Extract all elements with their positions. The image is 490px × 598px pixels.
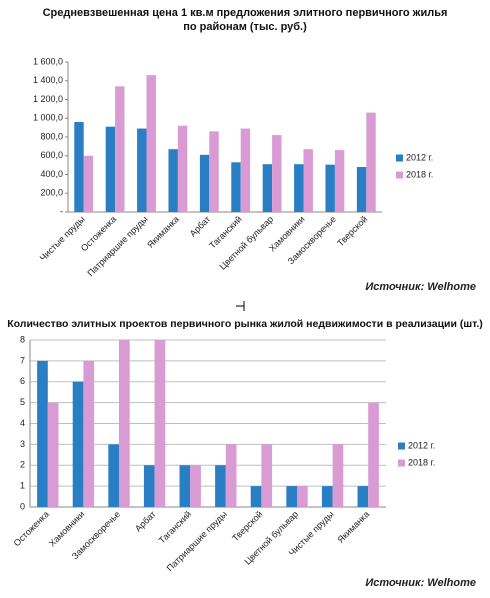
legend-label: 2012 г. [408,440,435,450]
bar [303,149,313,212]
y-tick-label: 1 000,0 [33,113,63,123]
bar [105,126,116,212]
x-tick-label: Чистые пруды [38,214,87,263]
source-note: Источник: Welhome [365,577,476,589]
bar [137,128,147,212]
y-tick-label: 4 [20,418,25,428]
chart-title: Средневзвешенная цена 1 кв.м предложения… [42,7,448,33]
legend-swatch [398,442,405,450]
y-tick-label: 600,0 [40,150,63,160]
bar [215,465,226,507]
x-tick-label: Якиманка [145,214,181,250]
y-tick-label: 8 [20,334,25,344]
legend-label: 2018 г. [408,457,435,467]
legend-label: 2018 г. [406,169,433,179]
bar [297,486,308,507]
bar [199,154,210,212]
bar [366,112,376,212]
source-note: Источник: Welhome [365,281,476,293]
bar [83,155,94,212]
y-tick-label: 1 [20,481,25,491]
bar [262,164,273,212]
bar [177,125,188,212]
bar [72,381,84,507]
y-tick-label: 1 200,0 [33,94,63,104]
bar [168,149,178,212]
bar [286,486,297,507]
y-tick-label: 1 600,0 [33,56,63,66]
bar [146,75,156,212]
chart-title: Количество элитных проектов первичного р… [7,318,483,330]
x-tick-label: Остоженка [12,509,51,548]
x-tick-label: Якиманка [335,509,371,545]
bar [272,135,282,212]
bar [321,486,333,507]
bar [47,402,59,507]
bar [143,465,155,507]
y-tick-label: 3 [20,439,25,449]
bar [231,162,241,212]
y-tick-label: 6 [20,376,25,386]
bar [154,340,166,507]
bar [225,444,237,507]
y-tick-label: 2 [20,460,25,470]
y-tick-label: 400,0 [40,169,63,179]
x-tick-label: Патриаршие пруды [165,509,229,573]
x-tick-label: Цветной бульвар [218,214,276,272]
bar [209,131,219,212]
x-tick-label: Тверской [335,214,369,248]
x-tick-label: Арбат [188,214,213,239]
bar [332,444,344,507]
legend-label: 2012 г. [406,152,433,162]
bar [250,486,262,507]
bar [334,150,345,212]
y-tick-label: 5 [20,397,25,407]
legend-swatch [398,459,405,467]
bar [83,360,95,507]
bar [119,340,130,507]
y-tick-label: 1 400,0 [33,75,63,85]
bar [294,164,304,212]
bar [368,402,379,507]
y-tick-label: 800,0 [40,131,63,141]
x-tick-label: Патриаршие пруды [85,214,149,278]
y-tick-label: 200,0 [40,188,63,198]
y-tick-label: - [60,206,63,216]
bar [357,486,369,507]
y-tick-label: 0 [20,501,25,511]
x-tick-label: Таганский [157,509,194,546]
bar [240,128,251,212]
bar [356,167,367,212]
x-tick-label: Арбат [133,509,158,534]
bar [74,122,84,212]
legend-swatch [396,154,403,162]
bar [325,164,335,212]
bar [115,86,125,212]
y-tick-label: 7 [20,355,25,365]
bar [37,360,48,507]
bar [108,444,119,507]
x-tick-label: Тверской [230,509,264,543]
bar [190,465,201,507]
bar [261,444,273,507]
legend-swatch [396,171,403,179]
bar [179,465,191,507]
